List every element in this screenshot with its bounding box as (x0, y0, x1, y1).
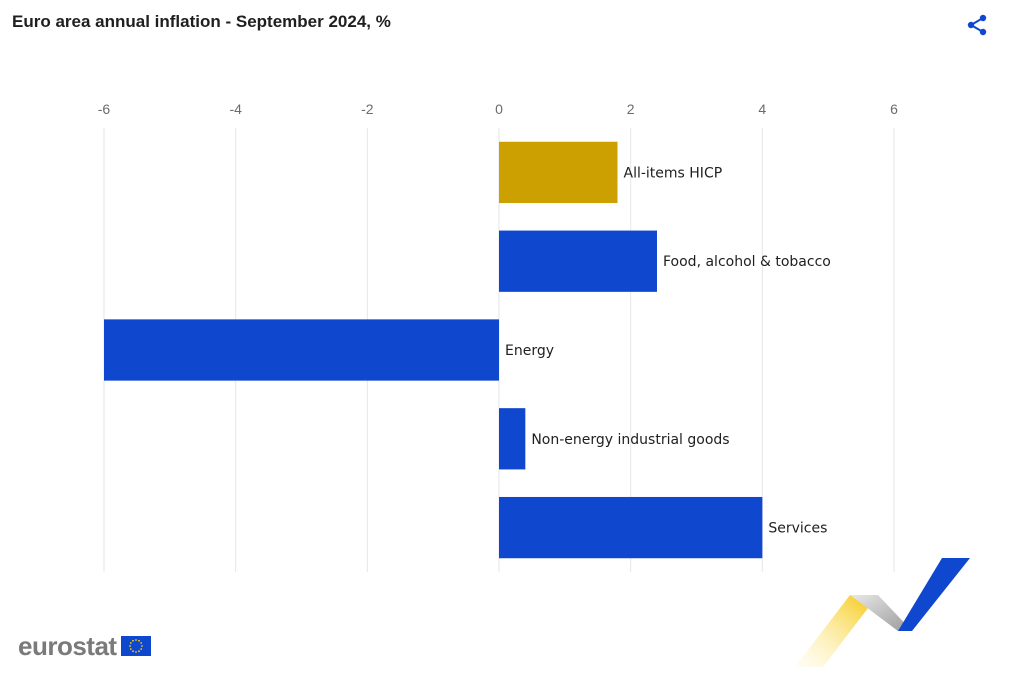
bar-chart: -6 -4 -2 0 2 4 6 All-items HICP Food, alcohol &… (98, 101, 898, 572)
bar-label: All-items HICP (624, 165, 723, 181)
bar-label: Energy (505, 343, 554, 359)
x-tick-label: -6 (98, 101, 111, 117)
logo-text: eurostat (18, 630, 117, 661)
x-tick-label: -4 (229, 101, 242, 117)
bar-label: Non-energy industrial goods (531, 432, 729, 448)
bar[interactable] (499, 496, 763, 559)
bar[interactable] (499, 230, 657, 292)
x-tick-label: 6 (890, 101, 898, 117)
bars (104, 141, 763, 559)
x-tick-label: 0 (495, 101, 503, 117)
bar-label: Food, alcohol & tobacco (663, 254, 831, 270)
x-axis-ticks: -6 -4 -2 0 2 4 6 (98, 101, 898, 117)
share-icon (967, 14, 987, 36)
share-button[interactable] (964, 12, 990, 38)
bar[interactable] (499, 141, 618, 204)
bar[interactable] (104, 319, 499, 381)
x-tick-label: 4 (758, 101, 766, 117)
x-tick-label: -2 (361, 101, 374, 117)
decorative-ribbon (795, 558, 970, 667)
bar-labels: All-items HICP Food, alcohol & tobacco Ene… (505, 165, 831, 536)
bar[interactable] (499, 408, 526, 470)
eu-flag-icon (120, 636, 151, 656)
chart-title: Euro area annual inflation - September 2… (12, 12, 391, 31)
eurostat-logo: eurostat (18, 628, 151, 664)
bar-label: Services (768, 521, 827, 537)
x-tick-label: 2 (627, 101, 635, 117)
